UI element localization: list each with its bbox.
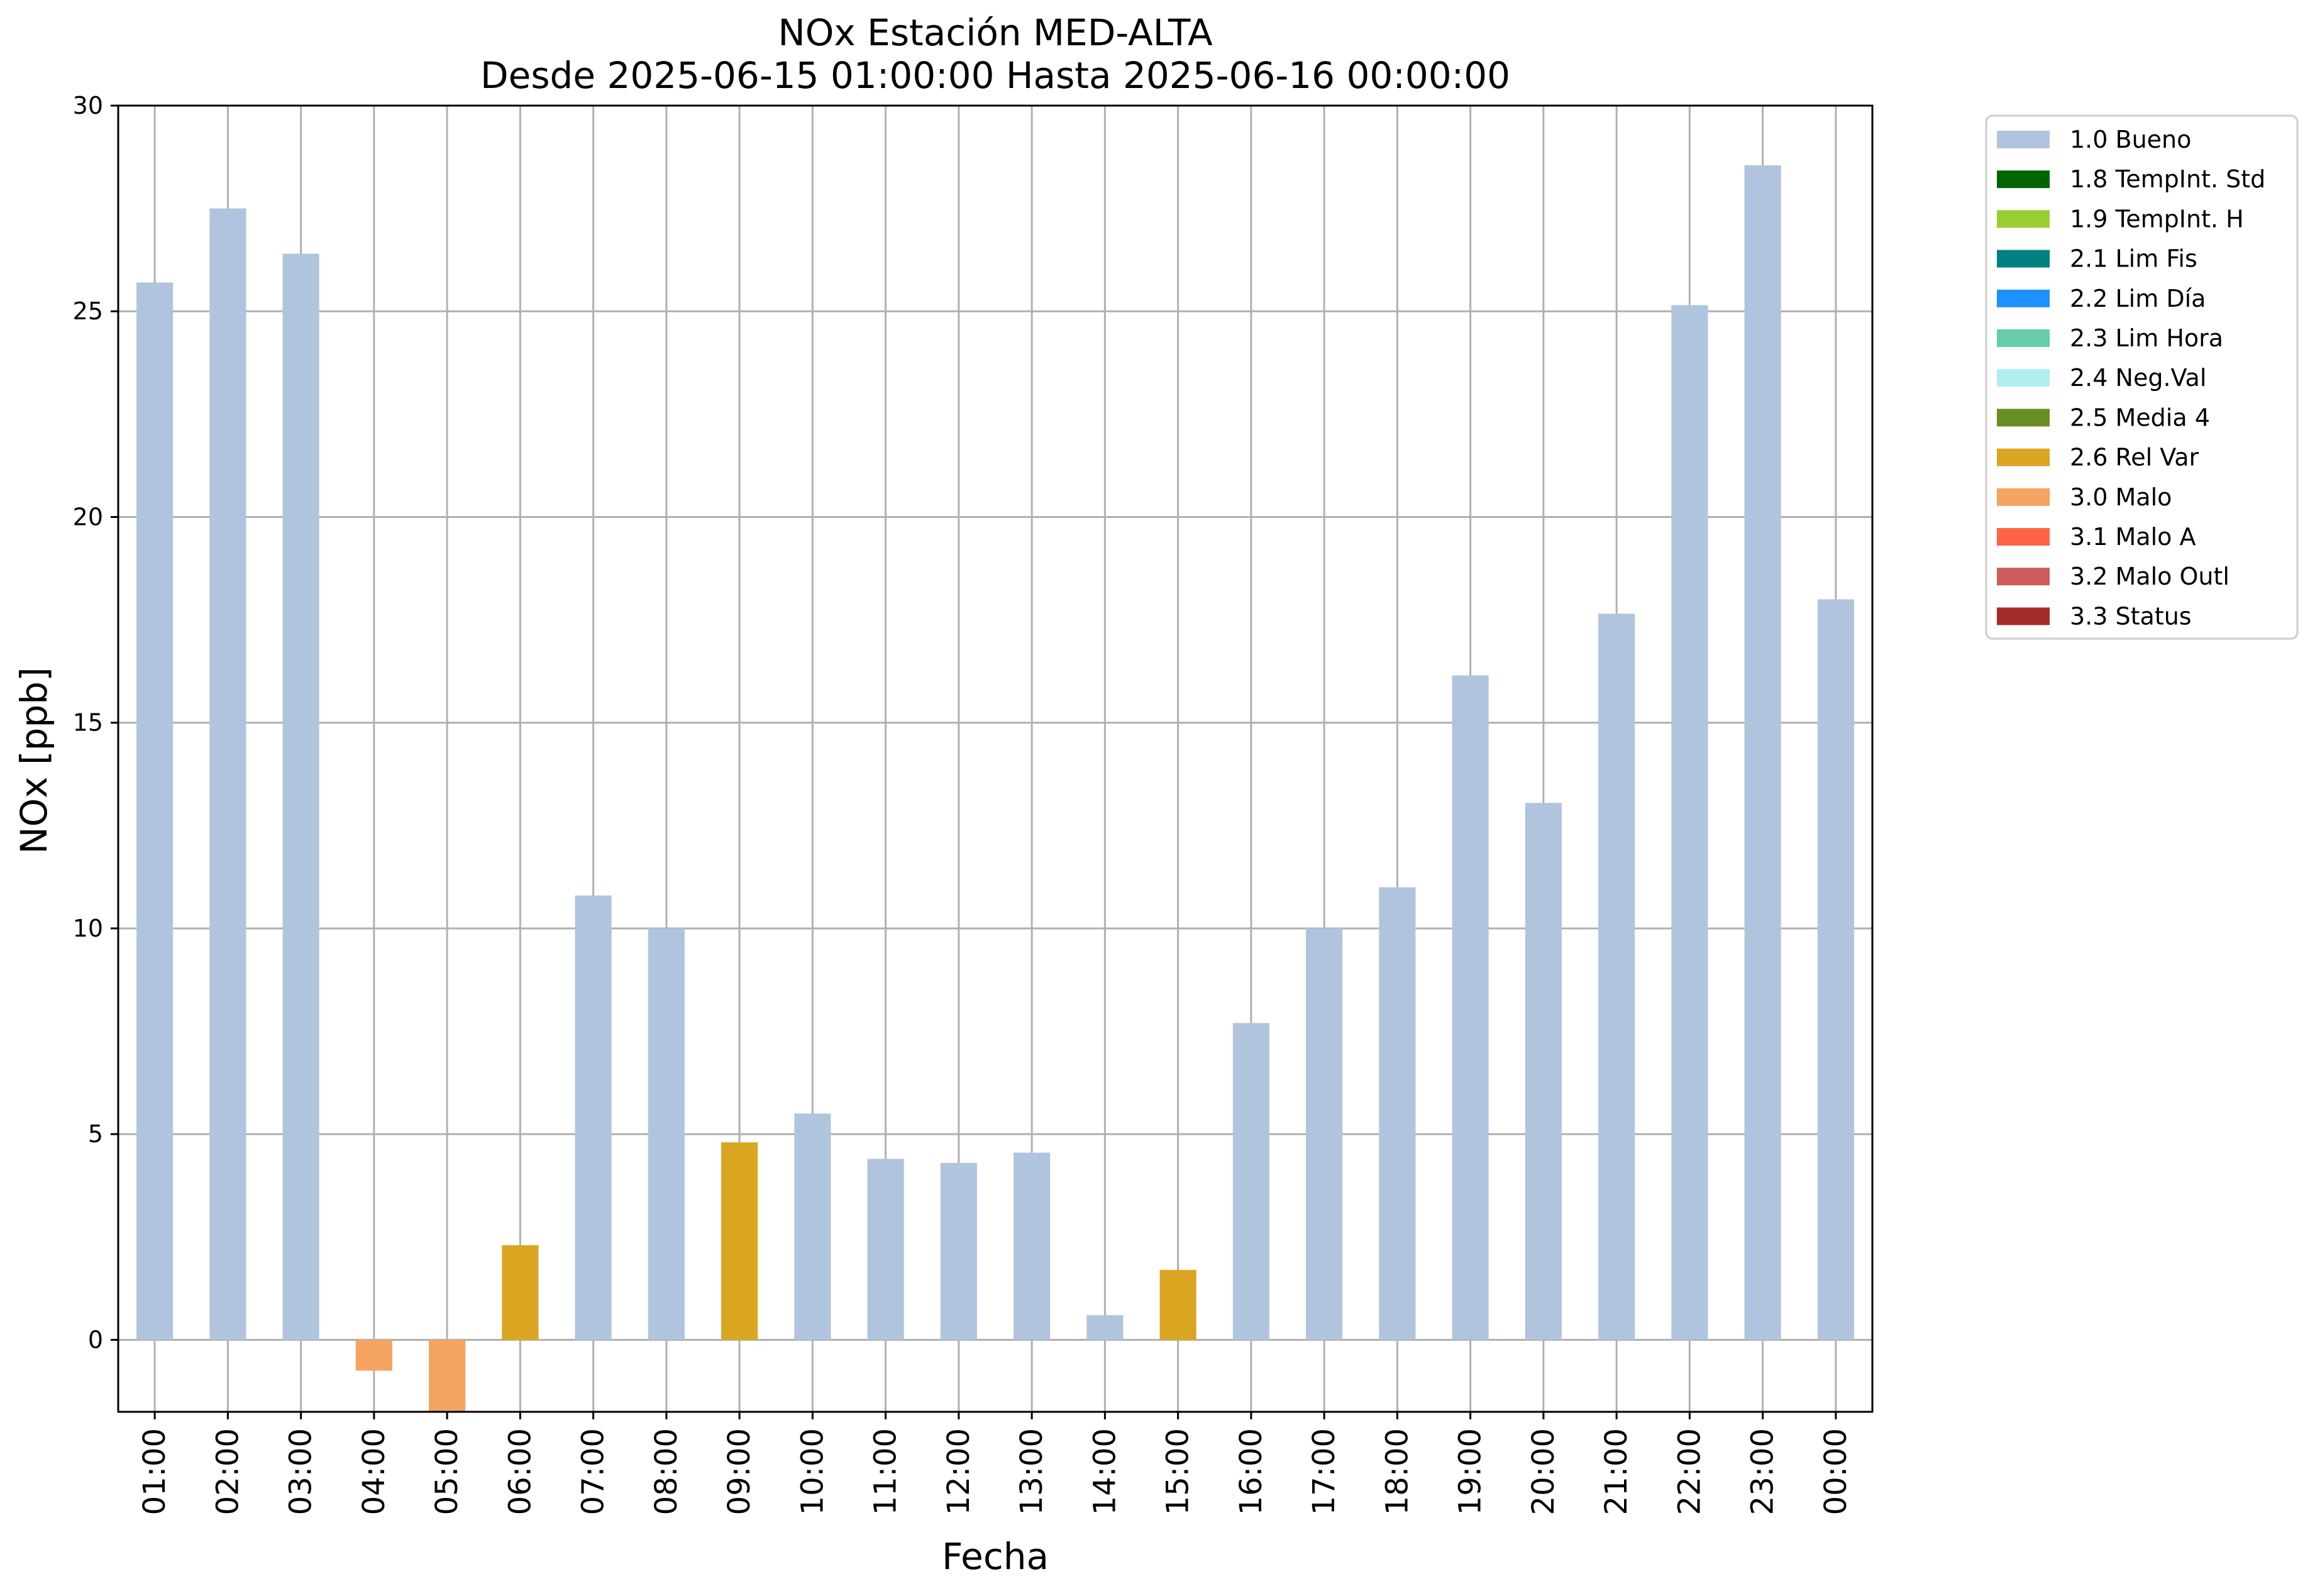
legend-label: 2.1 Lim Fis — [2070, 245, 2197, 273]
bar — [1744, 165, 1781, 1340]
bar — [940, 1163, 977, 1340]
y-tick-label: 5 — [88, 1120, 103, 1148]
x-tick-label: 19:00 — [1453, 1428, 1488, 1515]
legend-swatch — [1997, 448, 2050, 466]
bar — [355, 1340, 392, 1371]
bar — [1086, 1315, 1124, 1340]
legend-label: 1.8 TempInt. Std — [2070, 165, 2265, 193]
legend-swatch — [1997, 170, 2050, 189]
legend-label: 3.2 Malo Outl — [2070, 563, 2229, 590]
legend-label: 2.2 Lim Día — [2070, 285, 2206, 312]
x-tick-label: 14:00 — [1087, 1428, 1122, 1515]
bar — [209, 208, 246, 1340]
chart-title: NOx Estación MED-ALTA — [778, 11, 1213, 54]
y-tick-label: 10 — [73, 915, 103, 942]
legend-label: 2.3 Lim Hora — [2070, 324, 2223, 352]
x-tick-label: 05:00 — [429, 1428, 465, 1515]
legend-label: 3.1 Malo A — [2070, 523, 2196, 551]
y-axis-ticks: 0 5 10 15 20 25 30 — [73, 92, 118, 1353]
x-tick-label: 13:00 — [1014, 1428, 1049, 1515]
x-tick-label: 23:00 — [1745, 1428, 1781, 1515]
bar — [721, 1142, 758, 1340]
bar — [1159, 1270, 1196, 1340]
bar — [648, 928, 685, 1340]
bar — [1379, 887, 1416, 1340]
legend-swatch — [1997, 369, 2050, 387]
legend-swatch — [1997, 568, 2050, 586]
x-axis-ticks: 01:00 02:00 03:00 04:00 05:00 06:00 07:00 08:00… — [137, 1412, 1854, 1515]
x-tick-label: 09:00 — [722, 1428, 757, 1515]
y-tick-label: 15 — [73, 709, 103, 737]
y-tick-label: 30 — [73, 92, 103, 119]
x-tick-label: 18:00 — [1379, 1428, 1415, 1515]
y-tick-label: 0 — [88, 1326, 103, 1353]
y-tick-label: 20 — [73, 503, 103, 531]
legend-swatch — [1997, 409, 2050, 427]
x-tick-label: 02:00 — [210, 1428, 245, 1515]
legend-label: 1.0 Bueno — [2070, 126, 2191, 153]
legend-label: 2.4 Neg.Val — [2070, 364, 2206, 392]
legend-swatch — [1997, 289, 2050, 307]
bar — [1671, 305, 1708, 1340]
legend-items: 1.0 Bueno 1.8 TempInt. Std 1.9 TempInt. H 2… — [1997, 126, 2265, 630]
legend-label: 3.3 Status — [2070, 602, 2192, 630]
bar — [1306, 928, 1343, 1340]
legend-label: 2.5 Media 4 — [2070, 404, 2210, 431]
bar — [429, 1340, 466, 1412]
x-tick-label: 04:00 — [356, 1428, 392, 1515]
legend-swatch — [1997, 210, 2050, 228]
bars — [136, 165, 1854, 1412]
legend: 1.0 Bueno 1.8 TempInt. Std 1.9 TempInt. H 2… — [1985, 114, 2299, 640]
x-tick-label: 12:00 — [941, 1428, 976, 1515]
legend-swatch — [1997, 488, 2050, 506]
x-tick-label: 00:00 — [1818, 1428, 1854, 1515]
legend-swatch — [1997, 607, 2050, 625]
legend-frame — [1985, 114, 2299, 640]
bar — [867, 1158, 904, 1340]
y-axis-label: NOx [ppb] — [13, 667, 55, 854]
x-tick-label: 07:00 — [576, 1428, 611, 1515]
legend-label: 3.0 Malo — [2070, 483, 2172, 511]
bar — [282, 253, 319, 1340]
x-axis-label: Fecha — [942, 1535, 1049, 1578]
bar — [1598, 614, 1635, 1340]
x-tick-label: 16:00 — [1234, 1428, 1269, 1515]
bar — [1817, 599, 1854, 1340]
y-tick-label: 25 — [73, 297, 103, 325]
bar — [136, 282, 174, 1340]
x-tick-label: 15:00 — [1161, 1428, 1196, 1515]
bar — [502, 1245, 539, 1340]
x-tick-label: 08:00 — [649, 1428, 684, 1515]
x-tick-label: 03:00 — [284, 1428, 319, 1515]
legend-label: 1.9 TempInt. H — [2070, 205, 2244, 233]
x-tick-label: 10:00 — [795, 1428, 830, 1515]
chart-subtitle: Desde 2025-06-15 01:00:00 Hasta 2025-06-… — [480, 54, 1510, 97]
plot-frame — [117, 104, 1874, 1413]
bar — [1525, 803, 1562, 1340]
x-tick-label: 06:00 — [502, 1428, 538, 1515]
legend-swatch — [1997, 528, 2050, 546]
bar — [1232, 1023, 1269, 1340]
x-tick-label: 01:00 — [137, 1428, 172, 1515]
x-tick-label: 20:00 — [1526, 1428, 1561, 1515]
legend-label: 2.6 Rel Var — [2070, 444, 2199, 471]
x-tick-label: 21:00 — [1599, 1428, 1634, 1515]
x-tick-label: 17:00 — [1307, 1428, 1342, 1515]
legend-swatch — [1997, 131, 2050, 148]
bar — [575, 895, 612, 1340]
bar — [794, 1113, 831, 1340]
bar — [1014, 1152, 1051, 1340]
x-tick-label: 11:00 — [868, 1428, 903, 1515]
x-tick-label: 22:00 — [1672, 1428, 1707, 1515]
legend-swatch — [1997, 250, 2050, 268]
bar — [1452, 675, 1489, 1340]
legend-swatch — [1997, 329, 2050, 347]
